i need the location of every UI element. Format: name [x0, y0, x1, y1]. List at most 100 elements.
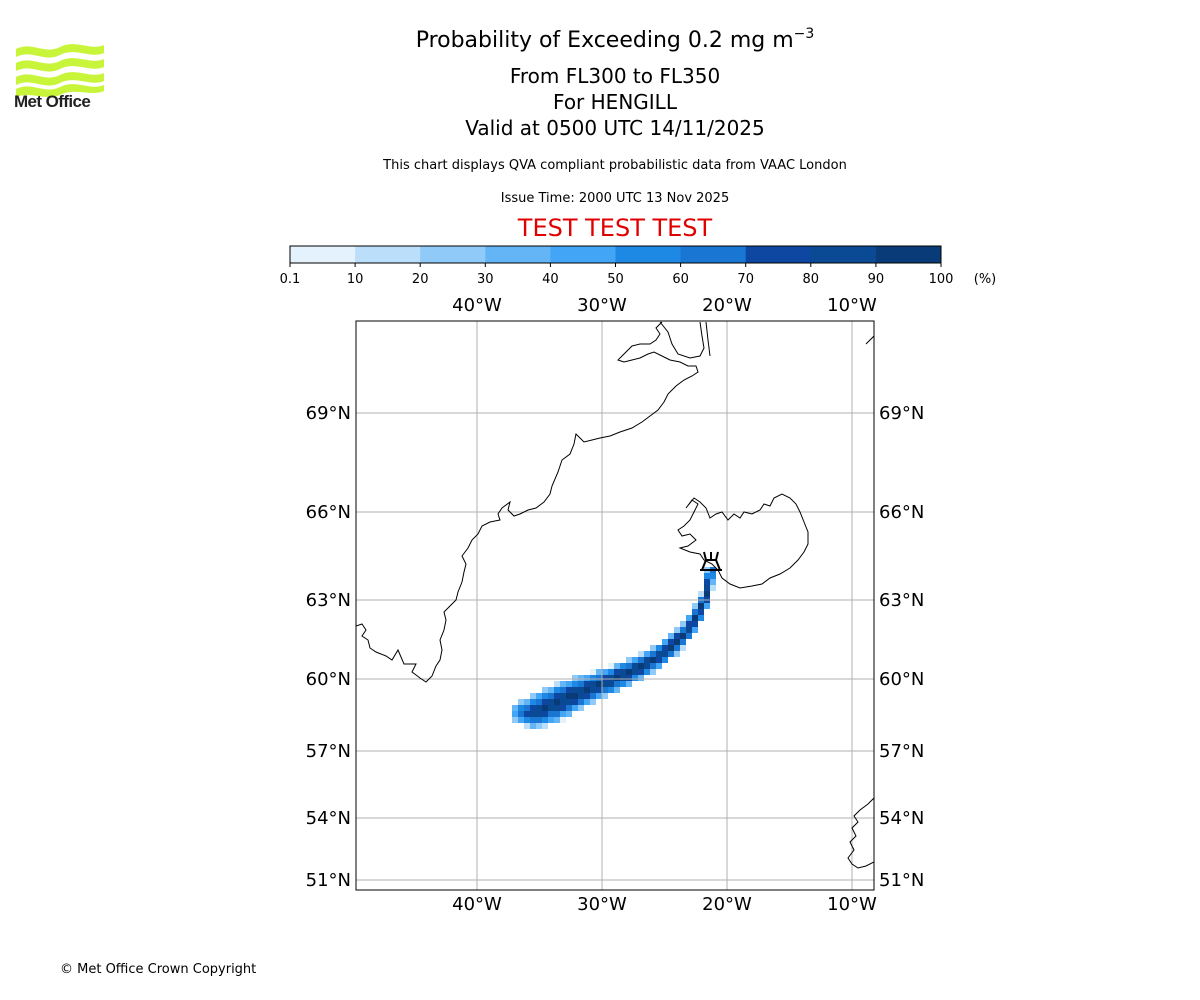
plume-cell: [542, 711, 548, 717]
plume-cell: [542, 717, 548, 723]
plume-cell: [602, 687, 608, 693]
plume-cell: [710, 573, 716, 579]
plume-cell: [626, 657, 632, 663]
plume-cell: [662, 639, 668, 645]
plume-cell: [542, 693, 548, 699]
plume-cell: [686, 627, 692, 633]
lat-tick-label: 54°N: [879, 808, 924, 829]
plume-cell: [578, 681, 584, 687]
plume-cell: [644, 669, 650, 675]
plume-cell: [536, 711, 542, 717]
plume-cell: [692, 609, 698, 615]
greenland-inlet: [659, 321, 705, 359]
plume-cell: [536, 693, 542, 699]
plume-cell: [608, 687, 614, 693]
plume-cell: [560, 699, 566, 705]
greenland-coastline: [356, 321, 699, 683]
plume-cell: [698, 615, 704, 621]
norway-fragment: [865, 335, 874, 345]
plume-cell: [560, 705, 566, 711]
plume-cell: [620, 669, 626, 675]
map-frame: [355, 320, 875, 891]
plume-cell: [584, 693, 590, 699]
lat-tick-label: 60°N: [879, 669, 924, 690]
plume-cell: [632, 657, 638, 663]
plume-cell: [554, 717, 560, 723]
colorbar-unit-label: (%): [974, 272, 997, 287]
plume-cell: [542, 723, 548, 729]
plume-cell: [560, 693, 566, 699]
lon-tick-label: 40°W: [452, 894, 502, 915]
plume-cell: [710, 579, 716, 585]
plume-cell: [542, 687, 548, 693]
flight-levels: From FL300 to FL350: [509, 64, 721, 88]
colorbar-segment: [290, 246, 356, 263]
plume-cell: [656, 657, 662, 663]
colorbar-segment: [420, 246, 486, 263]
plume-cell: [590, 699, 596, 705]
plume-cell: [512, 717, 518, 723]
volcano-symbol-icon: [700, 551, 722, 571]
plume-cell: [530, 717, 536, 723]
plume-cell: [590, 681, 596, 687]
colorbar-tick-label: 90: [868, 272, 885, 287]
plume-cell: [644, 657, 650, 663]
volcano-name: For HENGILL: [553, 90, 677, 114]
colorbar-segment: [615, 246, 682, 263]
lon-tick-label: 30°W: [577, 295, 627, 316]
plume-cell: [620, 675, 626, 681]
lon-tick-label: 20°W: [702, 295, 752, 316]
plume-cell: [680, 627, 686, 633]
lat-tick-label: 60°N: [306, 669, 351, 690]
plume-cell: [554, 681, 560, 687]
plume-cell: [614, 675, 620, 681]
met-office-wordmark: Met Office: [14, 92, 91, 111]
lat-tick-label: 69°N: [306, 403, 351, 424]
plume-cell: [626, 681, 632, 687]
plume-cell: [638, 669, 644, 675]
plume-cell: [548, 717, 554, 723]
plume-cell: [632, 663, 638, 669]
plume-cell: [572, 699, 578, 705]
plume-cell: [644, 663, 650, 669]
plume-cell: [680, 639, 686, 645]
plume-cell: [590, 675, 596, 681]
plume-cell: [674, 645, 680, 651]
plume-cell: [578, 687, 584, 693]
lat-tick-label: 54°N: [306, 808, 351, 829]
plume-cell: [590, 669, 596, 675]
plume-cell: [596, 687, 602, 693]
colorbar-tick-label: 60: [672, 272, 689, 287]
plume-cell: [536, 723, 542, 729]
plume-cell: [668, 633, 674, 639]
plume-cell: [530, 711, 536, 717]
plume-cell: [590, 693, 596, 699]
plume-cell: [686, 633, 692, 639]
colorbar-tick-label: 10: [347, 272, 364, 287]
colorbar-segment: [485, 246, 551, 263]
plume-cell: [572, 705, 578, 711]
plume-cell: [572, 687, 578, 693]
plume-cell: [704, 573, 710, 579]
plume-layer: [512, 567, 716, 729]
plume-cell: [602, 693, 608, 699]
plume-cell: [530, 723, 536, 729]
lon-tick-label: 10°W: [827, 295, 877, 316]
chart-title-superscript: −3: [793, 26, 815, 42]
plume-cell: [620, 663, 626, 669]
plume-cell: [608, 669, 614, 675]
plume-cell: [650, 651, 656, 657]
plume-cell: [596, 669, 602, 675]
lon-tick-label: 40°W: [452, 295, 502, 316]
colorbar-segment: [875, 246, 942, 263]
plume-cell: [632, 669, 638, 675]
colorbar: 0.1 10 20 30 40 50 60 70 80 90 100 (%): [280, 245, 997, 287]
colorbar-tick-label: 100: [929, 272, 954, 287]
plume-cell: [686, 621, 692, 627]
plume-cell: [518, 717, 524, 723]
plume-cell: [536, 717, 542, 723]
plume-cell: [536, 699, 542, 705]
plume-cell: [554, 705, 560, 711]
plume-cell: [680, 621, 686, 627]
plume-cell: [548, 693, 554, 699]
